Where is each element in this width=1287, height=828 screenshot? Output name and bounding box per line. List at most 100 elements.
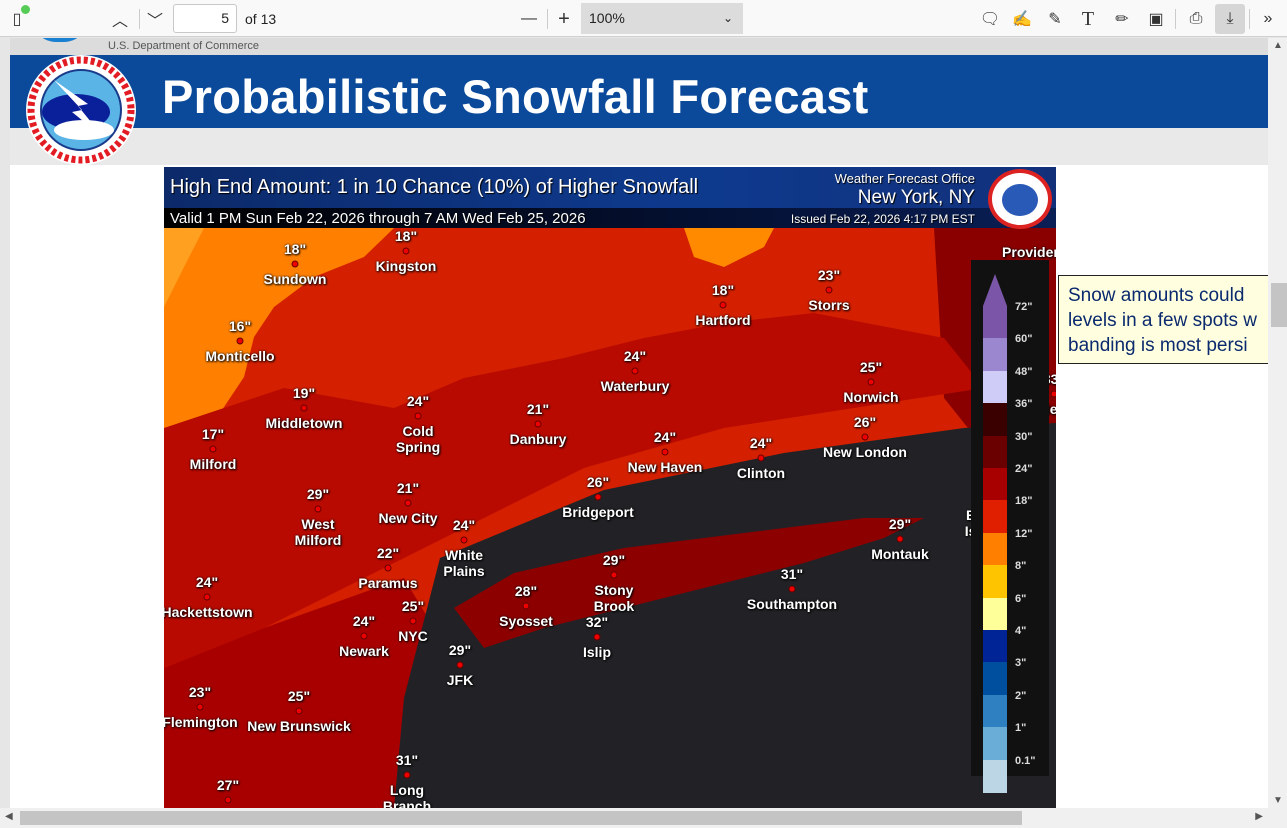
- legend-label: 12": [1015, 527, 1033, 540]
- legend: 72" 60" 48" 36" 30" 24" 18" 12" 8" 6" 4" 3" 2" 1" 0.1": [971, 260, 1049, 793]
- city-marker: [314, 505, 322, 513]
- city-marker: [196, 703, 204, 711]
- vertical-scrollbar[interactable]: ▲ ▼: [1268, 38, 1287, 808]
- city-amount: 29": [306, 486, 330, 502]
- city-amount: 19": [292, 385, 316, 401]
- city-name: Cold Spring: [395, 423, 441, 455]
- valid-period: Valid 1 PM Sun Feb 22, 2026 through 7 AM…: [170, 210, 586, 227]
- city-amount: 26": [586, 474, 610, 490]
- scroll-thumb[interactable]: [20, 811, 1022, 825]
- zoom-value: 100%: [589, 10, 625, 26]
- city-marker: [534, 420, 542, 428]
- city-amount: 22": [376, 545, 400, 561]
- city-marker: [661, 448, 669, 456]
- legend-label: 30": [1015, 430, 1033, 443]
- city-marker: [719, 301, 727, 309]
- legend-swatch: [983, 468, 1007, 501]
- zoom-in-icon[interactable]: +: [558, 7, 570, 30]
- horizontal-scrollbar[interactable]: ◀ ▶: [0, 808, 1287, 828]
- highlight-icon[interactable]: ✎: [1048, 11, 1062, 28]
- city-marker: [291, 260, 299, 268]
- city-marker: [631, 367, 639, 375]
- doc-seal-icon: [32, 38, 88, 42]
- city-name: Milford: [189, 456, 237, 472]
- city-marker: [236, 337, 244, 345]
- legend-label: 36": [1015, 398, 1033, 411]
- issued-time: Issued Feb 22, 2026 4:17 PM EST: [790, 212, 975, 226]
- city-amount: 29": [602, 552, 626, 568]
- city-name: New Haven: [627, 459, 703, 475]
- comment-icon[interactable]: 🗨: [979, 11, 1001, 28]
- city-name: Stony Brook: [593, 582, 635, 614]
- print-icon[interactable]: ⎙: [1189, 10, 1203, 27]
- city-marker: [384, 564, 392, 572]
- legend-swatch: [983, 662, 1007, 696]
- city-amount: 29": [888, 516, 912, 532]
- city-amount: 23": [817, 267, 841, 283]
- city-marker: [788, 585, 796, 593]
- legend-label: 24": [1015, 463, 1033, 475]
- text-icon[interactable]: T: [1081, 7, 1095, 30]
- city-name: Kingston: [375, 258, 437, 274]
- city-name: Storrs: [808, 297, 850, 313]
- top-band: U.S. Department of Commerce: [10, 38, 1268, 55]
- city-marker: [757, 454, 765, 462]
- callout-line: banding is most persi: [1068, 335, 1248, 356]
- legend-label: 6": [1015, 592, 1027, 605]
- sidebar-icon[interactable]: ▯: [12, 11, 22, 28]
- legend-label: 4": [1015, 625, 1027, 637]
- zoom-select[interactable]: 100% ⌄: [581, 3, 743, 34]
- city-amount: 24": [653, 429, 677, 445]
- legend-label: 72": [1015, 301, 1033, 313]
- zoom-out-icon[interactable]: —: [521, 10, 537, 27]
- save-icon[interactable]: ⤓: [1215, 4, 1245, 34]
- city-amount: 32": [585, 614, 609, 630]
- draw-icon[interactable]: ✏: [1115, 11, 1129, 28]
- image-icon[interactable]: ▣: [1148, 11, 1164, 28]
- callout-line: Snow amounts could: [1068, 285, 1245, 306]
- legend-label: 0.1": [1015, 754, 1036, 767]
- city-amount: 17": [201, 426, 225, 442]
- scroll-thumb[interactable]: [1271, 283, 1287, 327]
- city-name: Southampton: [746, 596, 838, 612]
- city-amount: 27": [216, 777, 240, 793]
- legend-label: 8": [1015, 560, 1027, 573]
- city-marker: [460, 536, 468, 544]
- city-name: New Brunswick: [247, 718, 351, 734]
- city-amount: 21": [396, 480, 420, 496]
- more-icon[interactable]: »: [1263, 10, 1273, 27]
- city-amount: 31": [395, 752, 419, 768]
- legend-swatch: [983, 694, 1007, 728]
- city-name: Monticello: [205, 348, 275, 364]
- city-marker: [867, 378, 875, 386]
- city-marker: [224, 796, 232, 804]
- sign-icon[interactable]: ✍: [1012, 11, 1032, 28]
- city-marker: [403, 771, 411, 779]
- city-name: Bridgeport: [562, 504, 634, 520]
- city-marker: [402, 247, 410, 255]
- city-name: NYC: [398, 628, 428, 644]
- city-amount: 26": [853, 414, 877, 430]
- city-name: Danbury: [509, 431, 567, 447]
- city-name: West Milford: [294, 516, 342, 548]
- city-amount: 24": [452, 517, 476, 533]
- city-amount: 24": [406, 393, 430, 409]
- page-number-input[interactable]: 5: [173, 4, 237, 33]
- city-name: Syosset: [499, 613, 553, 629]
- chevron-up-icon[interactable]: ︿: [111, 13, 128, 30]
- legend-label: 18": [1015, 495, 1033, 508]
- city-name: Providen: [1002, 244, 1056, 260]
- city-amount: 28": [514, 583, 538, 599]
- city-marker: [522, 602, 530, 610]
- city-name: Islip: [582, 644, 612, 660]
- city-name: Montauk: [871, 546, 929, 562]
- city-marker: [825, 286, 833, 294]
- city-marker: [300, 404, 308, 412]
- page-count: of 13: [245, 11, 277, 27]
- city-name: Middletown: [265, 415, 343, 431]
- city-marker: [861, 433, 869, 441]
- chevron-down-icon[interactable]: ﹀: [146, 13, 163, 30]
- city-name: Hackettstown: [164, 604, 253, 620]
- city-marker: [209, 445, 217, 453]
- city-marker: [1050, 390, 1056, 398]
